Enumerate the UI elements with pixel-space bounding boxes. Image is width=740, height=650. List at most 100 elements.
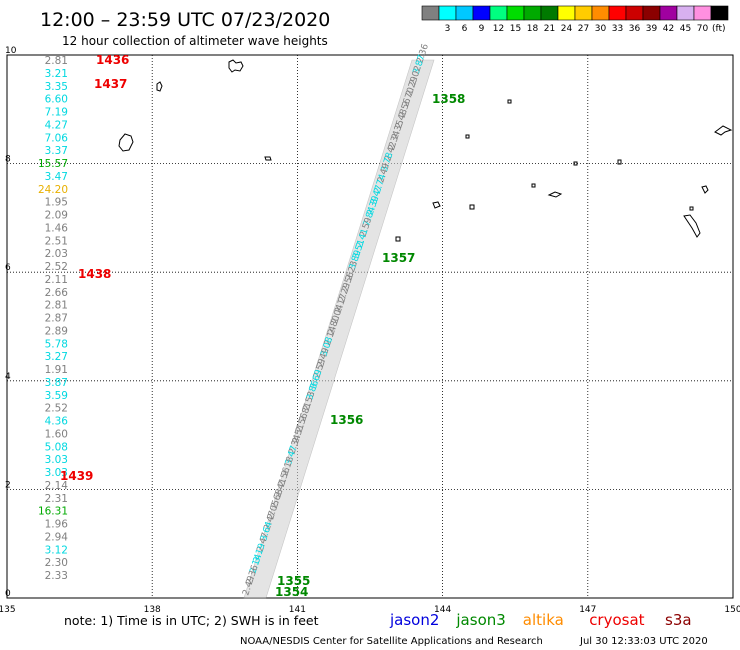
island-outline: [714, 125, 733, 136]
longitude-label: 144: [434, 605, 451, 615]
wave-height-value: 3.35: [45, 81, 68, 93]
pass-time-label: 1438: [78, 267, 111, 281]
legend-tick-label: 36: [629, 24, 641, 34]
legend-swatch: [523, 5, 542, 21]
legend-tick-label: 18: [527, 24, 539, 34]
wave-height-value: 3.03: [45, 454, 68, 466]
wave-height-value: 7.06: [45, 132, 69, 144]
page-title: 12:00 – 23:59 UTC 07/23/2020: [40, 9, 330, 31]
wave-height-value: 16.31: [38, 506, 68, 518]
wave-height-value: 24.20: [38, 184, 68, 196]
legend-swatch: [625, 5, 644, 21]
wave-height-value: 15.57: [38, 158, 68, 170]
satellite-track: 2.363.872.022.292.702.562.482.352.342.42…: [241, 43, 435, 599]
wave-height-value: 2.31: [45, 493, 68, 505]
legend-tick-label: 42: [663, 24, 674, 34]
longitude-label: 138: [144, 605, 161, 615]
longitude-label: 135: [0, 605, 16, 615]
legend-swatch: [472, 5, 491, 21]
wave-height-value: 2.89: [45, 325, 68, 337]
wave-height-value: 1.60: [45, 428, 68, 440]
wave-height-value: 2.51: [45, 235, 68, 247]
island-outline: [432, 201, 441, 209]
wave-height-value: 2.33: [45, 570, 68, 582]
island-outline: [701, 185, 709, 194]
wave-height-value: 1.91: [45, 364, 68, 376]
wave-height-value: 2.11: [45, 274, 68, 286]
legend-tick-label: 6: [462, 24, 468, 34]
longitude-label: 141: [289, 605, 306, 615]
island-outline: [617, 159, 622, 165]
pass-time-label: 1436: [96, 53, 129, 67]
wave-height-value: 4.27: [45, 119, 68, 131]
wave-height-value: 3.47: [45, 171, 68, 183]
graticule: [7, 55, 733, 598]
island-outline: [507, 99, 512, 104]
longitude-label: 150: [724, 605, 740, 615]
legend-swatch: [693, 5, 712, 21]
legend-tick-label: 24: [561, 24, 573, 34]
island-outlines: [118, 59, 733, 242]
wave-height-value: 3.12: [45, 544, 68, 556]
satellite-name-cryosat: cryosat: [589, 611, 644, 629]
wave-height-column: 2.813.213.356.607.194.277.063.3715.573.4…: [38, 55, 68, 582]
wave-height-value: 2.52: [45, 261, 68, 273]
longitude-label: 147: [579, 605, 596, 615]
legend-swatch: [438, 5, 457, 21]
legend-swatch: [506, 5, 525, 21]
cryosat-pass-times: 1436 1437 1438 1439: [60, 53, 129, 483]
pass-time-label: 1354: [275, 585, 308, 599]
wave-height-value: 7.19: [45, 107, 68, 119]
pass-time-label: 1437: [94, 77, 127, 91]
footer-note: note: 1) Time is in UTC; 2) SWH is in fe…: [64, 613, 319, 628]
island-outline: [395, 236, 401, 242]
latitude-label: 10: [5, 46, 17, 56]
pass-time-label: 1355: [277, 574, 310, 588]
latitude-label: 0: [5, 589, 11, 599]
legend-tick-label: 15: [510, 24, 521, 34]
wave-height-value: 2.30: [45, 557, 68, 569]
legend-swatch: [591, 5, 610, 21]
island-outline: [531, 183, 536, 188]
legend-swatch: [540, 5, 559, 21]
satellite-name-jason2: jason2: [389, 611, 439, 629]
subtitle: 12 hour collection of altimeter wave hei…: [62, 34, 328, 48]
wave-height-color-scale: 3 6 9 12 15 18 21 24 27 30 33 36 39 42 45 70: [421, 5, 729, 34]
wave-height-value: 3.87: [45, 377, 68, 389]
wave-height-value: 1.95: [45, 197, 68, 209]
footer-credit: NOAA/NESDIS Center for Satellite Applica…: [240, 636, 543, 647]
legend-swatch: [557, 5, 576, 21]
island-outline: [465, 134, 470, 139]
island-outline: [469, 204, 475, 210]
longitude-tick-labels: 135 138 141 144 147 150: [0, 605, 740, 615]
island-outline: [228, 59, 244, 73]
satellite-name-s3a: s3a: [665, 611, 692, 629]
wave-height-value: 3.59: [45, 390, 68, 402]
map-area: 2.363.872.022.292.702.562.482.352.342.42…: [6, 43, 734, 599]
legend-swatch: [574, 5, 593, 21]
legend-tick-label: 39: [646, 24, 658, 34]
wave-height-value: 3.03: [45, 467, 68, 479]
wave-height-value: 4.36: [45, 416, 69, 428]
legend-swatch: [676, 5, 695, 21]
map-frame: [6, 54, 734, 599]
pass-time-label: 1358: [432, 92, 465, 106]
satellite-legend: jason2 jason3 altika cryosat s3a: [389, 611, 692, 629]
wave-height-value: 1.46: [45, 222, 69, 234]
satellite-name-jason3: jason3: [455, 611, 505, 629]
legend-tick-label: 33: [612, 24, 623, 34]
island-outline: [156, 81, 163, 92]
island-outline: [118, 133, 134, 152]
island-outline: [264, 156, 272, 161]
pass-time-label: 1357: [382, 251, 415, 265]
legend-tick-label: 12: [493, 24, 504, 34]
legend-tick-label: 27: [578, 24, 589, 34]
wave-height-value: 2.81: [45, 300, 68, 312]
legend-unit: (ft): [712, 24, 726, 34]
wave-height-value: 2.87: [45, 313, 68, 325]
pass-time-label: 1439: [60, 469, 93, 483]
wave-height-value: 2.81: [45, 55, 68, 67]
legend-tick-label: 45: [680, 24, 691, 34]
